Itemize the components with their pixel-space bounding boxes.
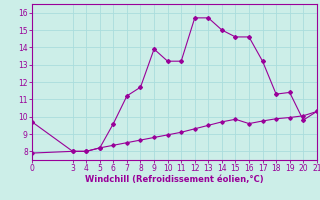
X-axis label: Windchill (Refroidissement éolien,°C): Windchill (Refroidissement éolien,°C)	[85, 175, 264, 184]
